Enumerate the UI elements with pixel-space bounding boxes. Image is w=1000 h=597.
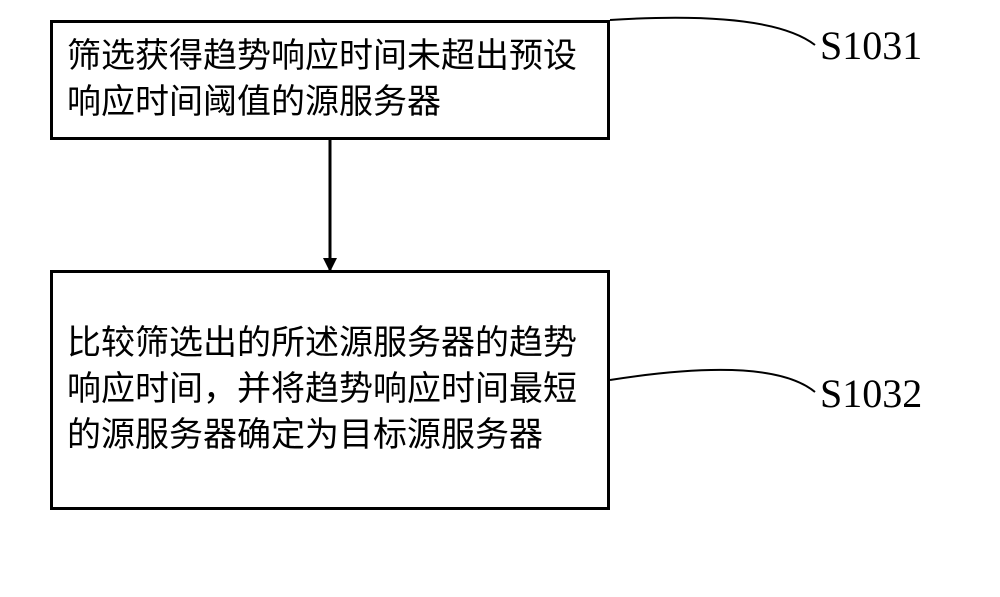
flowchart-canvas: 筛选获得趋势响应时间未超出预设响应时间阈值的源服务器 比较筛选出的所述源服务器的… [0,0,1000,597]
callout-curve [610,370,815,392]
flowchart-node-text: 筛选获得趋势响应时间未超出预设响应时间阈值的源服务器 [67,34,593,126]
step-label-s1031: S1031 [820,22,922,69]
callout-curve [610,18,815,45]
flowchart-node-compare-select: 比较筛选出的所述源服务器的趋势响应时间，并将趋势响应时间最短的源服务器确定为目标… [50,270,610,510]
flowchart-node-text: 比较筛选出的所述源服务器的趋势响应时间，并将趋势响应时间最短的源服务器确定为目标… [67,321,593,459]
flowchart-node-filter-servers: 筛选获得趋势响应时间未超出预设响应时间阈值的源服务器 [50,20,610,140]
step-label-s1032: S1032 [820,370,922,417]
